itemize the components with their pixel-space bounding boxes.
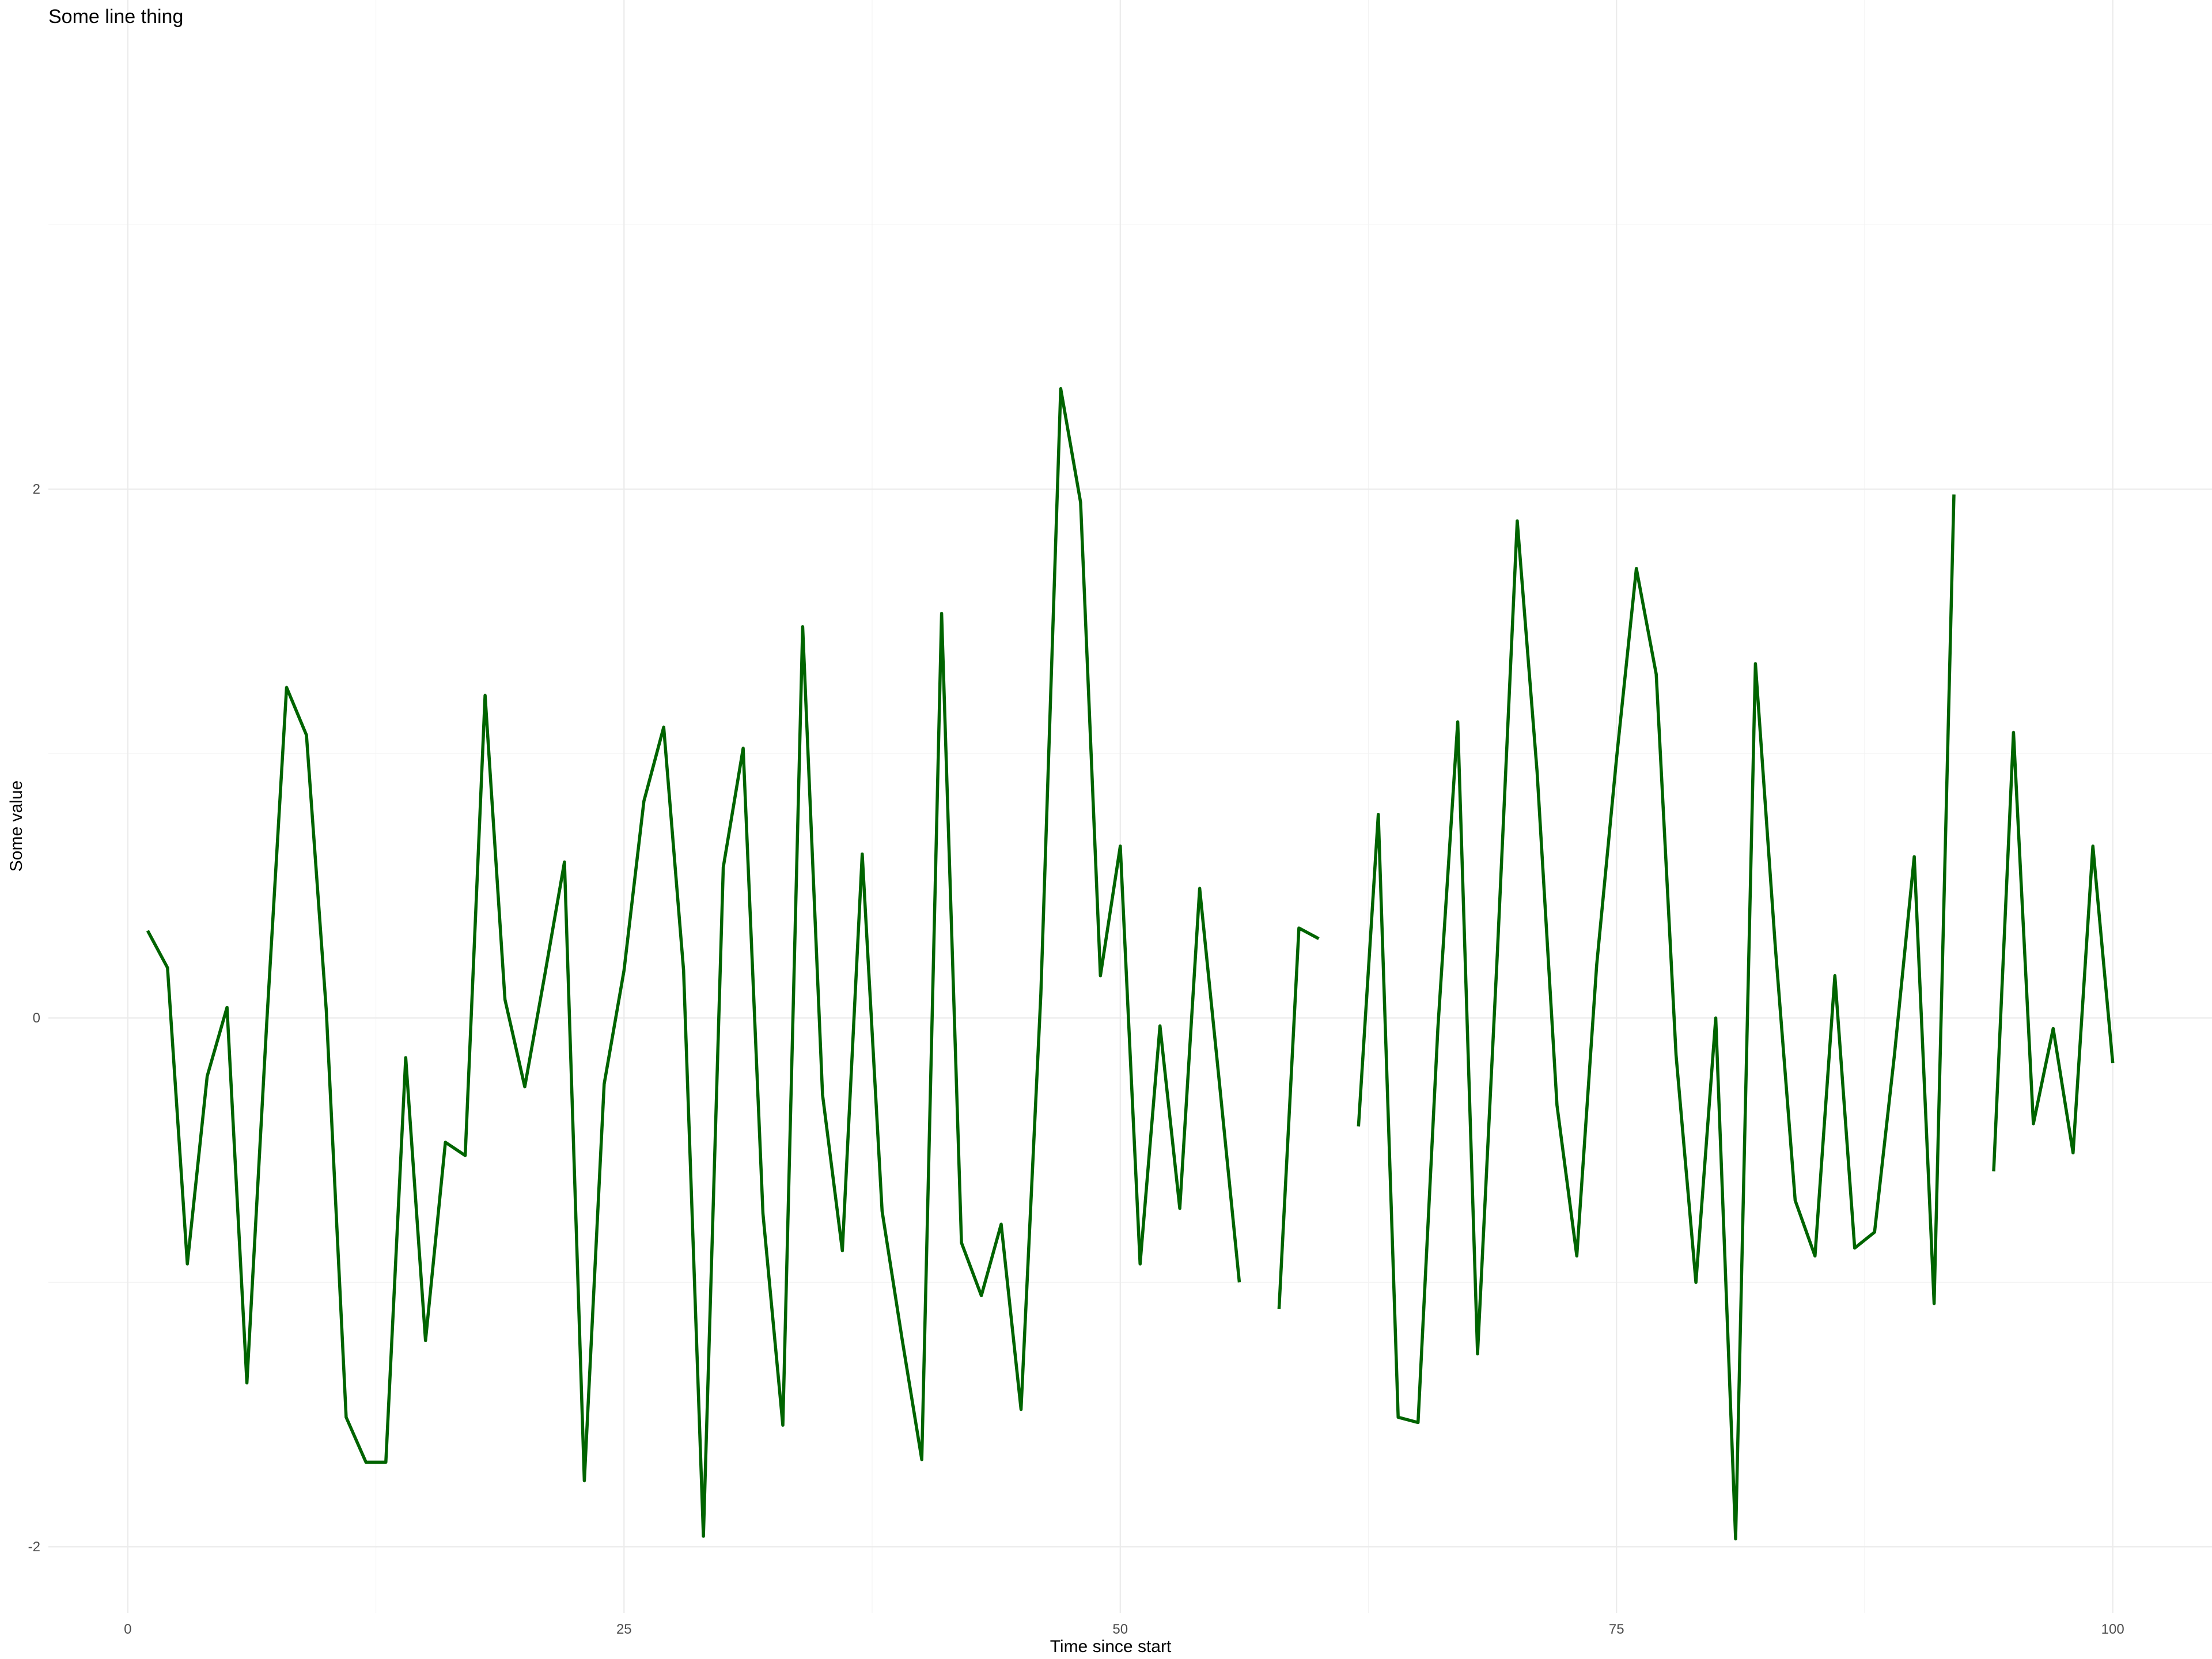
x-tick-label: 0: [124, 1622, 131, 1637]
y-tick-label: 2: [33, 482, 40, 497]
series-line: [146, 387, 2115, 1541]
x-tick-label: 100: [2101, 1622, 2124, 1637]
x-tick-label: 75: [1609, 1622, 1624, 1637]
y-axis-ticks: -2 0 2: [28, 482, 40, 1555]
chart-title: Some line thing: [48, 6, 183, 28]
y-tick-label: -2: [28, 1539, 40, 1555]
series-layer: [146, 387, 2115, 1541]
x-axis-ticks: 0 25 50 75 100: [124, 1622, 2124, 1637]
x-tick-label: 25: [616, 1622, 632, 1637]
y-axis-title: Some value: [7, 781, 26, 872]
x-tick-label: 50: [1112, 1622, 1128, 1637]
minor-gridlines: [48, 0, 2212, 1613]
major-gridlines: [48, 0, 2212, 1613]
y-tick-label: 0: [33, 1010, 40, 1026]
x-axis-title: Time since start: [1050, 1637, 1172, 1656]
